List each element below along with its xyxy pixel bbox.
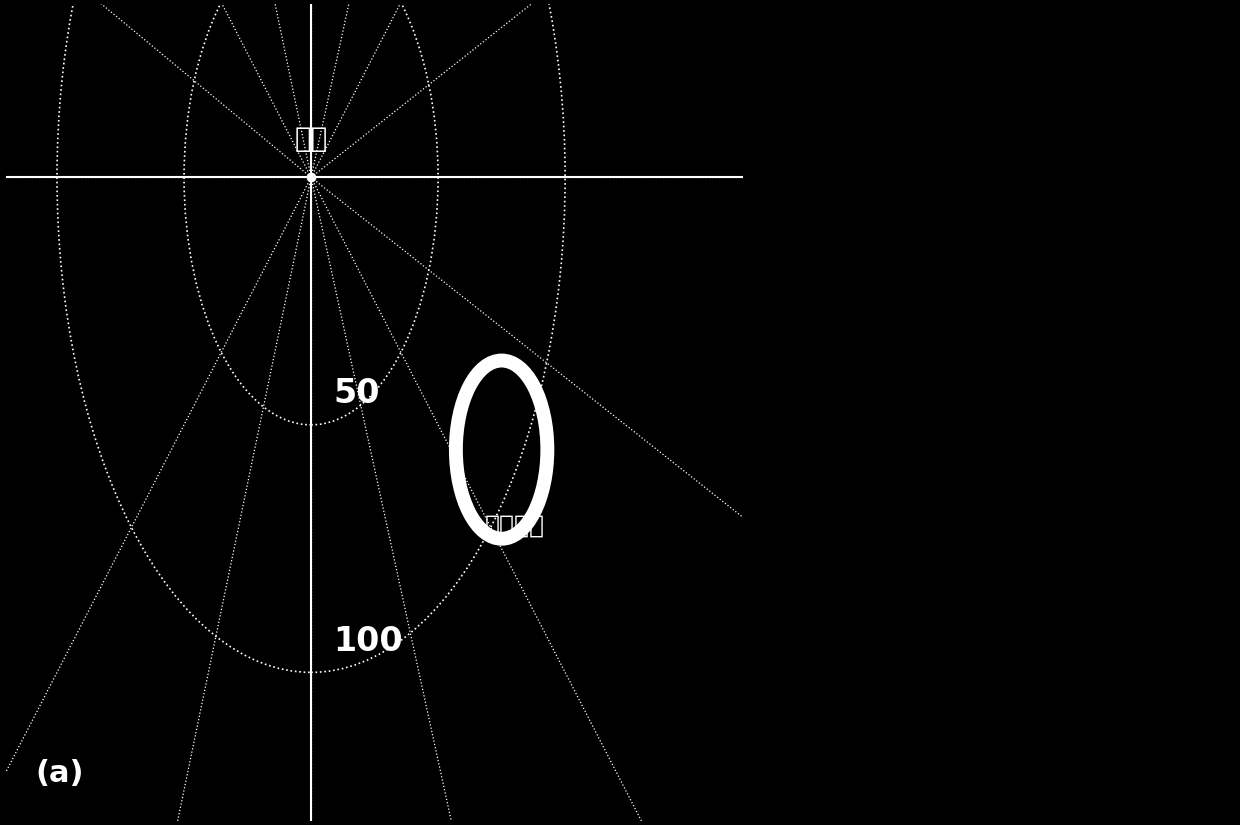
Circle shape [1080,473,1095,488]
Circle shape [1097,732,1115,750]
Circle shape [830,676,844,691]
Circle shape [1142,561,1164,582]
Circle shape [1114,716,1130,732]
Circle shape [1079,746,1097,764]
Polygon shape [766,32,1194,302]
Polygon shape [823,446,1163,787]
Circle shape [822,655,837,669]
Circle shape [939,773,952,786]
Circle shape [1028,771,1044,788]
Circle shape [1050,763,1066,780]
Circle shape [897,754,910,768]
Circle shape [835,687,849,701]
Circle shape [884,745,904,765]
Circle shape [1138,544,1152,557]
Circle shape [1049,455,1065,471]
Circle shape [1151,620,1167,637]
Circle shape [1142,554,1157,568]
Circle shape [1140,678,1152,691]
Circle shape [820,644,835,658]
Circle shape [1145,668,1156,680]
Circle shape [1091,481,1102,493]
Circle shape [1099,488,1112,502]
Text: (c): (c) [807,442,847,471]
Circle shape [992,440,1012,460]
Circle shape [841,698,853,710]
Circle shape [970,776,990,795]
Circle shape [961,776,976,792]
Circle shape [1127,697,1143,713]
Circle shape [1147,642,1166,661]
Circle shape [1121,707,1137,723]
Text: (b): (b) [774,21,816,50]
Circle shape [1111,501,1131,521]
Circle shape [994,777,1011,794]
Circle shape [1003,774,1024,795]
Circle shape [1038,450,1055,468]
Text: 50: 50 [334,377,379,410]
Circle shape [1133,687,1148,703]
Circle shape [874,738,895,758]
Circle shape [1147,657,1159,669]
Circle shape [1027,446,1045,465]
Text: (a): (a) [36,759,84,788]
Text: 检索区域: 检索区域 [485,514,544,538]
Circle shape [1061,760,1076,774]
Circle shape [1118,511,1138,530]
Circle shape [1071,468,1084,479]
Text: 100: 100 [334,625,403,658]
Circle shape [1148,575,1164,591]
Circle shape [1152,634,1163,646]
Circle shape [1004,442,1022,460]
Circle shape [1148,585,1167,603]
Circle shape [1153,611,1166,624]
Circle shape [847,707,861,721]
Circle shape [1105,724,1123,742]
Polygon shape [972,72,1223,199]
Circle shape [818,634,831,645]
Circle shape [813,606,833,627]
Circle shape [867,730,885,750]
Circle shape [817,621,831,634]
Circle shape [1042,770,1054,782]
Circle shape [1153,600,1164,611]
Circle shape [983,778,999,794]
Circle shape [1070,753,1087,770]
Circle shape [1131,530,1149,549]
Circle shape [1059,459,1078,478]
Circle shape [946,771,968,794]
Circle shape [1127,522,1142,537]
Circle shape [982,441,998,458]
Circle shape [908,760,920,773]
Text: 州州: 州州 [294,125,327,153]
Circle shape [861,725,875,739]
Circle shape [929,771,940,781]
Circle shape [918,766,930,777]
Circle shape [1090,741,1105,756]
Circle shape [1106,494,1122,511]
Circle shape [1019,776,1032,789]
Circle shape [1017,445,1033,461]
Circle shape [825,665,841,681]
Circle shape [849,713,872,733]
